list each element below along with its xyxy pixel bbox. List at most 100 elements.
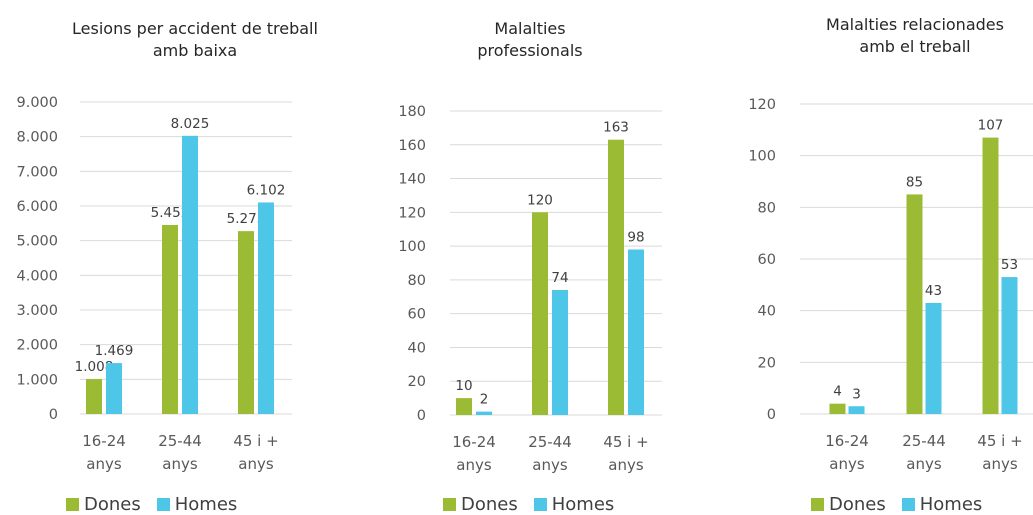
y-tick-label: 2.000 xyxy=(16,338,58,354)
x-tick-label: 45 i + xyxy=(977,432,1022,450)
x-tick-label: anys xyxy=(906,455,942,473)
legend-label-homes: Homes xyxy=(174,494,238,515)
data-label-homes: 6.102 xyxy=(247,182,286,198)
y-tick-label: 1.000 xyxy=(16,372,58,388)
y-tick-label: 3.000 xyxy=(16,303,58,319)
legend-label-dones: Dones xyxy=(84,494,141,515)
y-tick-label: 0 xyxy=(49,407,58,423)
data-label-dones: 163 xyxy=(603,120,629,136)
chart-3-legend: Dones Homes xyxy=(811,494,982,515)
bar-dones xyxy=(162,224,178,414)
bar-homes xyxy=(476,411,492,415)
bar-dones xyxy=(532,212,548,415)
bar-dones xyxy=(86,379,102,414)
x-tick-label: 45 i + xyxy=(603,433,648,451)
bar-homes xyxy=(182,135,198,415)
y-tick-label: 0 xyxy=(417,408,426,424)
legend-swatch-dones xyxy=(66,498,79,511)
legend-label-homes: Homes xyxy=(919,494,983,515)
x-tick-label: 16-24 xyxy=(452,433,496,451)
bar-homes xyxy=(925,302,942,414)
data-label-homes: 43 xyxy=(925,283,942,299)
bar-dones xyxy=(906,194,923,414)
legend-swatch-dones xyxy=(443,498,456,511)
bar-dones xyxy=(456,398,472,415)
x-tick-label: anys xyxy=(238,455,274,473)
y-tick-label: 7.000 xyxy=(16,164,58,180)
bar-homes xyxy=(848,406,865,414)
y-tick-label: 40 xyxy=(758,304,776,320)
data-label-homes: 8.025 xyxy=(171,116,210,132)
bar-dones xyxy=(982,137,999,415)
data-label-dones: 10 xyxy=(455,378,472,394)
bar-dones xyxy=(238,231,254,414)
y-tick-label: 40 xyxy=(408,340,426,356)
data-label-homes: 3 xyxy=(852,386,861,402)
chart-3-title-line-1: Malalties relacionades xyxy=(826,15,1004,34)
legend-item-homes: Homes xyxy=(156,494,238,515)
legend-label-dones: Dones xyxy=(829,494,886,515)
y-tick-label: 9.000 xyxy=(16,95,58,111)
legend-swatch-dones xyxy=(811,498,824,511)
bar-homes xyxy=(258,202,274,414)
y-tick-label: 4.000 xyxy=(16,268,58,284)
bar-homes xyxy=(628,249,644,415)
y-tick-label: 100 xyxy=(398,239,426,255)
data-label-homes: 2 xyxy=(480,392,489,408)
chart-2-title: Malalties professionals xyxy=(420,18,640,62)
legend-label-homes: Homes xyxy=(551,494,615,515)
bar-dones xyxy=(829,403,846,414)
data-label-homes: 74 xyxy=(551,270,568,286)
data-label-homes: 98 xyxy=(627,229,644,245)
legend-item-homes: Homes xyxy=(901,494,983,515)
x-tick-label: anys xyxy=(608,456,644,474)
y-tick-label: 80 xyxy=(408,273,426,289)
legend-item-homes: Homes xyxy=(533,494,615,515)
y-tick-label: 140 xyxy=(398,172,426,188)
data-label-homes: 1.469 xyxy=(95,343,134,359)
y-tick-label: 20 xyxy=(758,355,776,371)
y-tick-label: 100 xyxy=(748,149,776,165)
y-tick-label: 8.000 xyxy=(16,130,58,146)
y-tick-label: 60 xyxy=(408,307,426,323)
x-tick-label: 25-44 xyxy=(902,432,946,450)
y-tick-label: 20 xyxy=(408,374,426,390)
bar-homes xyxy=(1001,277,1018,414)
y-tick-label: 5.000 xyxy=(16,234,58,250)
x-tick-label: anys xyxy=(829,455,865,473)
x-tick-label: anys xyxy=(456,456,492,474)
x-tick-label: anys xyxy=(532,456,568,474)
data-label-dones: 5.452 xyxy=(151,205,190,221)
y-tick-label: 80 xyxy=(758,200,776,216)
legend-label-dones: Dones xyxy=(461,494,518,515)
y-tick-label: 6.000 xyxy=(16,199,58,215)
data-label-dones: 1.008 xyxy=(75,359,114,375)
chart-1-title-line-1: Lesions per accident de treball xyxy=(72,19,318,38)
data-label-homes: 53 xyxy=(1001,257,1018,273)
y-tick-label: 120 xyxy=(748,97,776,113)
legend-swatch-homes xyxy=(156,498,170,511)
x-tick-label: 25-44 xyxy=(528,433,572,451)
chart-2-title-line-2: professionals xyxy=(477,41,583,60)
chart-1-legend: Dones Homes xyxy=(66,494,253,515)
legend-swatch-homes xyxy=(901,498,915,511)
data-label-dones: 85 xyxy=(906,174,923,190)
data-label-dones: 107 xyxy=(978,118,1004,134)
legend-item-dones: Dones xyxy=(443,494,518,515)
legend-item-dones: Dones xyxy=(811,494,886,515)
y-tick-label: 180 xyxy=(398,104,426,120)
legend-item-dones: Dones xyxy=(66,494,141,515)
y-tick-label: 160 xyxy=(398,138,426,154)
chart-2-title-line-1: Malalties xyxy=(494,19,566,38)
y-tick-label: 60 xyxy=(758,252,776,268)
x-tick-label: 25-44 xyxy=(158,432,202,450)
chart-3-title-line-2: amb el treball xyxy=(859,37,971,56)
legend-swatch-homes xyxy=(533,498,547,511)
data-label-dones: 120 xyxy=(527,192,553,208)
x-tick-label: anys xyxy=(162,455,198,473)
chart-1-title-line-2: amb baixa xyxy=(152,41,238,60)
bar-homes xyxy=(106,363,122,414)
